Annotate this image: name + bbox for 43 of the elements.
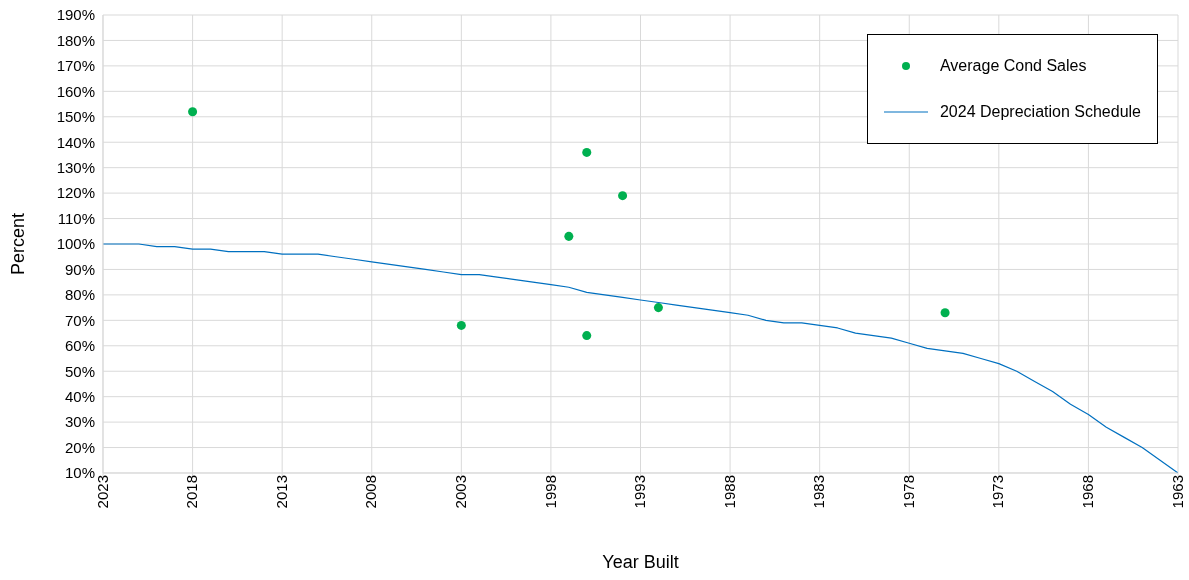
x-axis-title: Year Built [602,552,679,572]
y-tick-label: 180% [56,31,95,49]
x-tick-label: 1968 [1079,475,1097,509]
x-tick-label: 1998 [541,475,559,509]
point [653,303,663,313]
y-tick-label: 110% [57,209,95,227]
y-tick-label: 140% [56,133,95,151]
x-tick-label: 2013 [272,475,290,509]
x-tick-label: 2008 [362,475,380,509]
y-tick-label: 70% [64,311,95,329]
y-tick-label: 20% [64,438,95,456]
point [564,231,574,241]
x-tick-label: 1963 [1168,475,1186,509]
y-tick-label: 10% [64,464,95,482]
x-tick-label: 1993 [631,475,649,509]
point [582,331,592,341]
y-tick-label: 80% [64,286,95,304]
y-tick-label: 30% [64,413,95,431]
y-tick-label: 150% [56,108,95,126]
y-tick-label: 170% [56,57,95,75]
y-tick-label: 100% [56,235,95,253]
y-tick-label: 160% [56,82,95,100]
point [618,191,628,201]
legend-label: Average Cond Sales [939,57,1087,75]
y-tick-label: 190% [56,6,95,24]
y-tick-label: 120% [56,184,95,202]
point [582,147,592,157]
x-tick-label: 1978 [899,475,917,509]
y-tick-label: 40% [64,387,95,405]
x-tick-label: 2018 [183,475,201,509]
x-tick-label: 1973 [989,475,1007,509]
y-axis-title: Percent [8,212,29,276]
y-tick-label: 50% [64,362,95,380]
point [456,320,466,330]
x-tick-label: 1988 [720,475,738,509]
y-tick-label: 60% [64,337,95,355]
point [188,107,198,117]
x-tick-label: 2003 [451,475,469,509]
y-tick-label: 90% [64,260,95,278]
legend-label: 2024 Depreciation Schedule [939,103,1141,121]
point [940,308,950,318]
y-tick-label: 130% [56,158,95,176]
x-tick-label: 1983 [810,475,828,509]
